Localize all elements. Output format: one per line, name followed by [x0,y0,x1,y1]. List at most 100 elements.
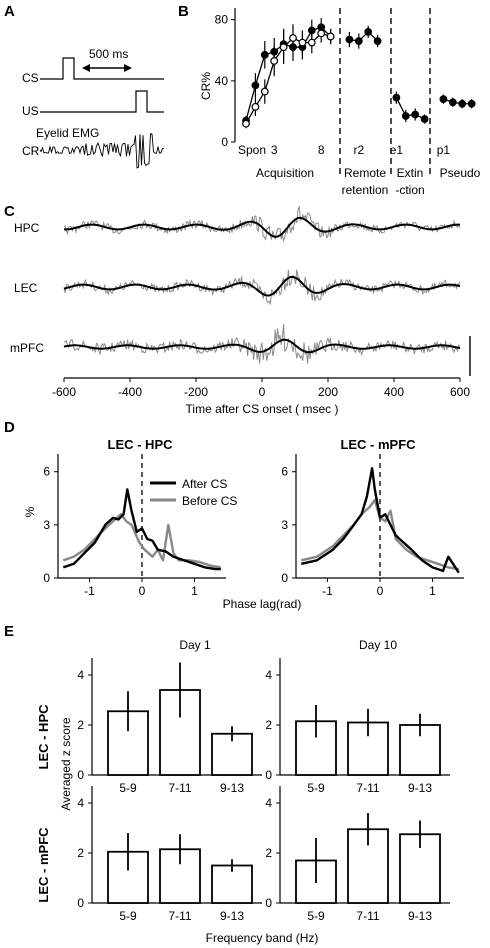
b-x-tick-label: p1 [437,143,451,157]
d-right-title: LEC - mPFC [340,437,416,452]
b-data-point [317,29,326,38]
d-y-label: % [23,506,37,517]
d-x-tick-label: -1 [322,584,333,598]
interval-arrow-right-head [124,64,132,72]
b-series-line [245,32,331,124]
e-x-tick-label: 9-13 [220,781,244,795]
e-row-label-hpc: LEC - HPC [36,704,51,770]
d-y-tick-label: 6 [281,465,288,479]
c-traces [63,204,461,364]
eyelid-emg-trace [39,133,165,169]
d-left-title: LEC - HPC [108,437,174,452]
d-y-tick-label: 0 [43,571,50,585]
interval-label: 500 ms [89,47,128,61]
e-x-label: Frequency band (Hz) [206,931,319,945]
b-x-tick-label: Spon [238,143,266,157]
b-data-point [289,34,297,42]
b-data-point [392,93,401,102]
d-series-line [301,467,460,574]
panel-label-c: C [4,203,15,220]
d-x-label: Phase lag(rad) [223,597,302,611]
b-series-group [439,94,476,109]
c-x-tick-label: 200 [318,385,338,399]
e-y-tick-label: 4 [77,796,84,810]
b-data-point [242,119,250,128]
panel-label-d: D [4,419,15,436]
d-series-line [62,488,221,571]
b-phase-label: Extin [397,166,424,180]
b-y-tick-label: 80 [215,13,229,27]
e-y-tick-label: 2 [265,846,272,860]
e-x-tick-label: 9-13 [220,909,244,923]
d-x-tick-label: 0 [377,584,384,598]
d-y-tick-label: 6 [43,465,50,479]
b-data-point [439,95,448,104]
d-series-line [62,513,222,569]
b-phase-label: Acquisition [256,166,314,180]
e-y-tick-label: 4 [77,668,84,682]
b-data-point [298,38,307,47]
us-row-label: US [22,104,39,118]
e-bar [399,833,441,904]
e-y-tick-label: 0 [265,896,272,910]
c-filtered-trace [64,216,461,238]
c-x-tick-label: 0 [259,385,266,399]
e-x-tick-label: 5-9 [119,909,137,923]
b-phase-label: Pseudo [440,166,481,180]
b-phase-labels: Acquisition Remote retention Extin -ction Pse… [256,166,481,197]
b-data-point [251,81,260,90]
d-x-tick-label: 1 [191,584,198,598]
b-data-point [354,37,363,45]
cs-row-label: CS [22,71,39,85]
b-data-point [260,50,269,59]
legend-label-after-cs: After CS [182,477,227,491]
b-data-point [307,38,316,47]
e-x-tick-label: 5-9 [119,781,137,795]
d-y-tick-label: 3 [281,518,288,532]
e-y-tick-label: 4 [265,668,272,682]
b-y-label: CR% [199,72,213,100]
d-x-tick-label: 1 [429,584,436,598]
e-x-tick-label: 5-9 [307,781,325,795]
b-data-point [373,37,382,45]
b-series-line [245,26,332,121]
cr-row-label: CR [22,144,40,158]
d-right-plot: 0 3 6 -1 0 1 [281,454,464,598]
e-row-label-mpfc: LEC - mPFC [36,827,51,903]
e-subplot: 0 2 4 5-9 7-11 9-13 [77,786,262,923]
b-y-tick-label: 0 [221,135,228,149]
b-data-point [420,115,429,123]
e-x-tick-label: 9-13 [408,909,432,923]
panel-label-b: B [178,3,189,20]
b-series-group [345,25,382,49]
panel-a: CS US CR 500 ms Eyelid EMG [22,47,165,169]
b-data-point [458,99,467,108]
b-x-tick-label: 8 [318,143,325,157]
c-trace-label-hpc: HPC [14,221,40,235]
c-filtered-trace [63,275,461,297]
b-y-tick-label: 40 [215,74,229,88]
c-x-label: Time after CS onset ( msec ) [186,402,339,416]
e-title-day10: Day 10 [359,638,397,652]
panel-label-e: E [4,623,14,640]
d-x-tick-label: -1 [84,584,95,598]
c-x-ticks: -600 -400 -200 0 200 400 600 [52,378,470,399]
b-data-point [467,99,476,108]
e-y-tick-label: 0 [265,768,272,782]
e-y-tick-label: 0 [77,768,84,782]
b-phase-label: retention [342,183,389,197]
legend-label-before-cs: Before CS [182,494,237,508]
b-data-point [270,57,279,65]
b-series-line [395,97,425,120]
panel-label-a: A [4,3,15,20]
d-y-tick-label: 3 [43,518,50,532]
d-legend: After CS Before CS [150,477,237,508]
d-x-tick-label: 0 [139,584,146,598]
e-subplot: 0 2 4 5-9 7-11 9-13 [265,786,450,923]
c-trace-label-mpfc: mPFC [10,341,44,355]
e-x-tick-label: 5-9 [307,909,325,923]
b-series-group [392,91,429,124]
b-data-point [448,98,457,107]
e-plots: 0 2 4 5-9 7-11 9-13 0 2 4 5-9 7-11 9-13 0 2 4 5-9 7-11 9-… [77,658,450,923]
d-left-plot: 0 3 6 -1 0 1 [43,454,226,598]
